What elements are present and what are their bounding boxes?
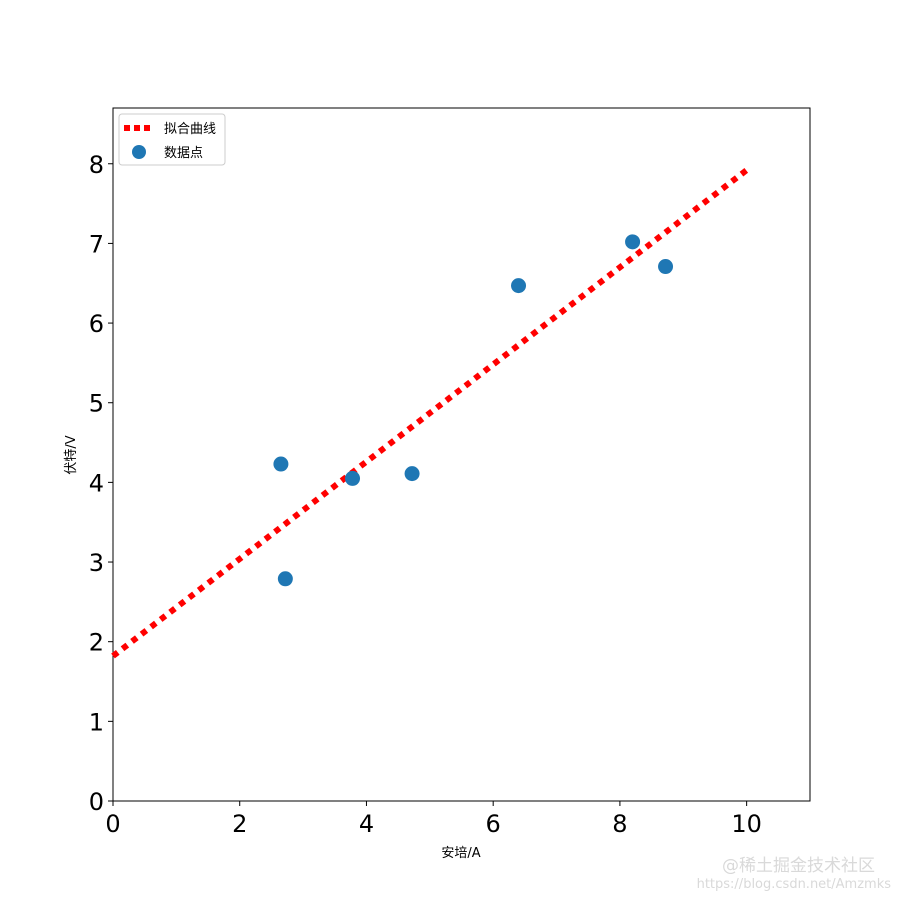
y-tick-label: 8 [89, 151, 104, 179]
y-tick-label: 6 [89, 310, 104, 338]
y-tick-label: 1 [89, 708, 104, 736]
legend-label-data-points: 数据点 [164, 146, 203, 161]
y-tick-label: 5 [89, 390, 104, 418]
x-tick-label: 10 [731, 810, 762, 838]
legend: 拟合曲线 数据点 [118, 113, 226, 166]
data-point [404, 466, 420, 482]
data-point [277, 571, 293, 587]
data-point [345, 470, 361, 486]
x-tick-label: 4 [359, 810, 374, 838]
y-tick-label: 0 [89, 788, 104, 816]
y-axis-label: 伏特/V [64, 435, 79, 474]
y-tick-label: 3 [89, 549, 104, 577]
y-axis-ticks: 0 1 2 3 4 5 6 7 8 [89, 151, 113, 816]
fit-line [111, 167, 749, 659]
data-point [273, 456, 289, 472]
plot-area [112, 107, 811, 802]
x-tick-label: 8 [612, 810, 627, 838]
data-point [625, 234, 641, 250]
watermark-line-2: https://blog.csdn.net/Amzmks [697, 877, 892, 892]
data-point [658, 259, 674, 275]
x-axis-ticks: 0 2 4 6 8 10 [105, 801, 762, 838]
x-tick-label: 2 [232, 810, 247, 838]
x-tick-label: 6 [486, 810, 501, 838]
y-tick-label: 4 [89, 469, 104, 497]
watermark: @稀土掘金技术社区 https://blog.csdn.net/Amzmks [697, 856, 892, 892]
legend-label-fit-line: 拟合曲线 [164, 122, 216, 137]
x-tick-label: 0 [105, 810, 120, 838]
watermark-line-1: @稀土掘金技术社区 [722, 856, 875, 876]
series-layer [111, 167, 749, 659]
data-point [511, 278, 527, 294]
x-axis-label: 安培/A [441, 845, 480, 861]
y-tick-label: 7 [89, 230, 104, 258]
y-tick-label: 2 [89, 629, 104, 657]
legend-marker-swatch [132, 145, 146, 159]
